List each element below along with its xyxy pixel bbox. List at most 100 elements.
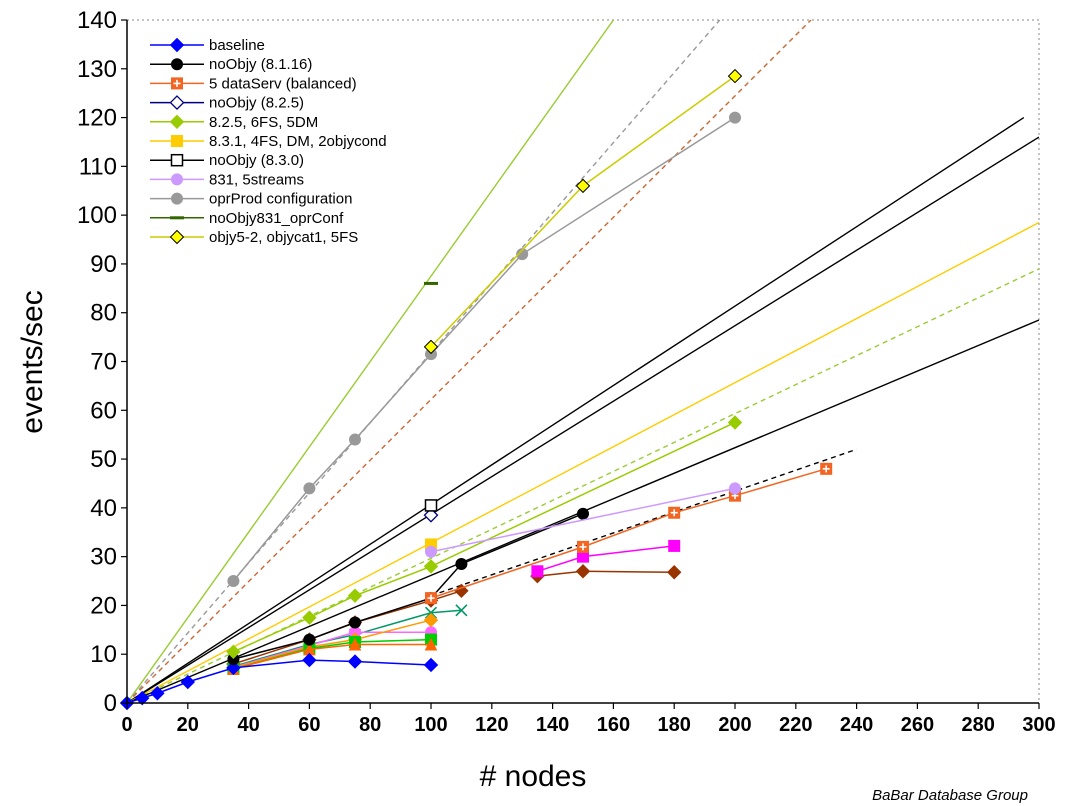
legend-label: baseline: [209, 37, 265, 54]
trend-line: [127, 20, 812, 703]
legend-marker: [171, 77, 183, 90]
data-point: [303, 633, 316, 646]
legend-label: noObjy (8.1.16): [209, 56, 312, 73]
y-tick-label: 130: [77, 56, 117, 83]
series: [423, 507, 439, 523]
legend-label: noObjy (8.3.0): [209, 152, 304, 169]
y-axis-label: events/sec: [16, 290, 49, 433]
y-tick-label: 70: [90, 349, 117, 376]
series: [425, 482, 741, 558]
data-point: [349, 433, 361, 446]
y-tick-label: 0: [104, 690, 117, 717]
data-point: [455, 557, 468, 570]
series-line: [430, 487, 736, 553]
x-tick-label: 140: [536, 714, 569, 736]
data-point: [302, 652, 317, 668]
data-point: [455, 604, 468, 617]
y-tick-label: 90: [90, 251, 117, 278]
data-point: [349, 616, 361, 629]
legend-label: noObjy (8.2.5): [209, 95, 304, 112]
data-point: [150, 686, 165, 701]
series: [423, 68, 743, 355]
legend-entry: noObjy (8.2.5): [150, 95, 304, 112]
legend-entry: noObjy831_oprConf: [150, 210, 344, 227]
legend-entry: noObjy (8.3.0): [150, 152, 304, 169]
data-point: [531, 565, 544, 578]
trend-line: [127, 116, 1025, 703]
legend-marker: [171, 135, 183, 147]
x-tick-label: 100: [414, 714, 447, 736]
series: [227, 111, 741, 588]
data-point: [424, 637, 438, 651]
legend-marker: [170, 153, 184, 167]
legend-label: noObjy831_oprConf: [209, 210, 344, 227]
series: [226, 415, 743, 659]
legend-entry: objy5-2, objycat1, 5FS: [150, 229, 358, 246]
data-point: [180, 674, 196, 690]
data-point: [729, 482, 741, 495]
data-point: [347, 654, 363, 669]
data-point: [423, 612, 439, 628]
x-axis-label: # nodes: [480, 760, 587, 793]
legend-marker: [169, 37, 185, 53]
x-tick-label: 300: [1022, 714, 1055, 736]
series-line: [233, 513, 584, 660]
data-point: [729, 111, 741, 124]
legend-label: objy5-2, objycat1, 5FS: [209, 229, 358, 246]
series-line: [233, 619, 432, 669]
data-point: [820, 462, 833, 475]
data-point: [226, 644, 241, 659]
data-point: [425, 592, 437, 605]
legend-marker: [171, 173, 183, 186]
data-point: [727, 68, 743, 84]
x-tick-label: 60: [298, 714, 320, 736]
legend-label: oprProd configuration: [209, 191, 352, 208]
series: [425, 462, 833, 605]
data-point: [577, 540, 589, 553]
legend-entry: 8.2.5, 6FS, 5DM: [150, 114, 318, 131]
x-tick-label: 180: [658, 714, 691, 736]
data-point: [303, 482, 316, 495]
legend-entry: 5 dataServ (balanced): [150, 75, 357, 92]
data-point: [424, 499, 438, 512]
trend-line: [127, 20, 721, 703]
y-tick-label: 20: [90, 592, 117, 619]
x-tick-label: 280: [962, 714, 995, 736]
legend: baseline noObjy (8.1.16) 5 dataServ (balan…: [150, 37, 387, 246]
x-tick-label: 20: [177, 714, 199, 736]
data-point: [666, 565, 682, 580]
data-point: [227, 575, 240, 588]
legend-label: 5 dataServ (balanced): [209, 75, 357, 92]
x-tick-label: 220: [779, 714, 812, 736]
data-point: [575, 564, 591, 579]
x-tick-label: 200: [718, 714, 751, 736]
x-tick-label: 0: [121, 714, 132, 736]
legend-entry: oprProd configuration: [150, 191, 352, 208]
data-point: [575, 178, 591, 194]
y-tick-label: 110: [79, 153, 117, 180]
data-point: [347, 588, 363, 603]
unlabeled-series: [531, 539, 681, 578]
legend-entry: 831, 5streams: [150, 171, 304, 188]
data-point: [516, 248, 529, 261]
legend-label: 831, 5streams: [209, 171, 304, 188]
series: [119, 652, 439, 711]
x-tick-label: 80: [359, 714, 381, 736]
legend-marker: [169, 114, 185, 130]
data-point: [348, 637, 362, 651]
trend-lines: [127, 20, 1039, 703]
data-point: [668, 506, 681, 519]
y-tick-label: 50: [90, 446, 117, 473]
y-tick-label: 60: [90, 397, 117, 424]
data-point: [425, 545, 437, 558]
legend-marker: [169, 229, 185, 245]
data-point: [302, 610, 317, 625]
data-point: [577, 507, 589, 520]
x-tick-label: 260: [901, 714, 934, 736]
data-point: [226, 660, 241, 676]
data-point: [727, 415, 743, 430]
data-point: [423, 657, 439, 673]
y-tick-label: 140: [77, 7, 117, 34]
data-point: [134, 690, 150, 706]
